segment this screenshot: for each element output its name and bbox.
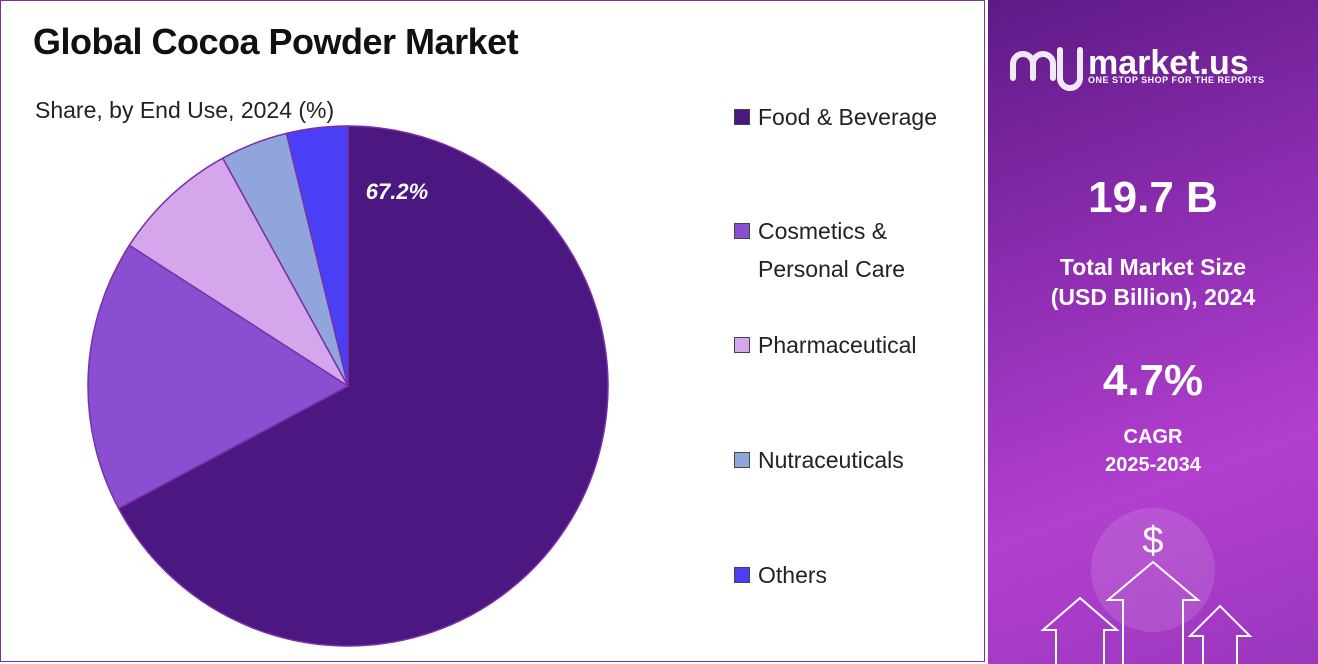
legend-swatch: [734, 223, 750, 239]
icon: $: [1142, 520, 1164, 562]
brand-tagline: ONE STOP SHOP FOR THE REPORTS: [1088, 75, 1265, 85]
chart-title: Global Cocoa Powder Market: [33, 21, 519, 62]
legend-swatch: [734, 337, 750, 353]
legend-label: Cosmetics & Personal Care: [758, 218, 906, 282]
legend-label: Pharmaceutical: [758, 332, 917, 358]
legend-swatch: [734, 109, 750, 125]
stat-label: Total Market Size: [1059, 254, 1247, 280]
pie-slice: [87, 244, 350, 510]
pie-slice: [285, 125, 349, 387]
legend-swatch: [734, 452, 750, 468]
legend-item: Food & Beverage: [734, 98, 969, 136]
legend-item: Nutraceuticals: [734, 441, 969, 479]
stat-value: 4.7%: [1102, 356, 1204, 405]
legend-label: Nutraceuticals: [758, 447, 904, 473]
legend-item: Cosmetics & Personal Care: [734, 212, 969, 288]
stat-value: 19.7 B: [1088, 173, 1218, 222]
data-label: 67.2%: [366, 179, 428, 204]
legend-item: Others: [734, 556, 969, 594]
legend-label: Food & Beverage: [758, 104, 938, 130]
pie-chart: 67.2%: [87, 125, 609, 647]
pie-slice: [117, 125, 609, 647]
pie-slice: [128, 157, 349, 387]
chart-subtitle: Share, by End Use, 2024 (%): [35, 97, 335, 123]
legend-label: Others: [758, 562, 828, 588]
legend-item: Pharmaceutical: [734, 326, 969, 364]
stat-label: CAGR: [1123, 426, 1183, 448]
stat-label: 2025-2034: [1105, 454, 1201, 476]
stat-label: (USD Billion), 2024: [1050, 284, 1256, 310]
legend-swatch: [734, 567, 750, 583]
chart-panel: Global Cocoa Powder Market Share, by End…: [0, 0, 985, 662]
decoration: [1010, 47, 1253, 664]
brand-name: market.us: [1088, 44, 1249, 82]
summary-panel: market.us ONE STOP SHOP FOR THE REPORTS …: [988, 0, 1318, 664]
